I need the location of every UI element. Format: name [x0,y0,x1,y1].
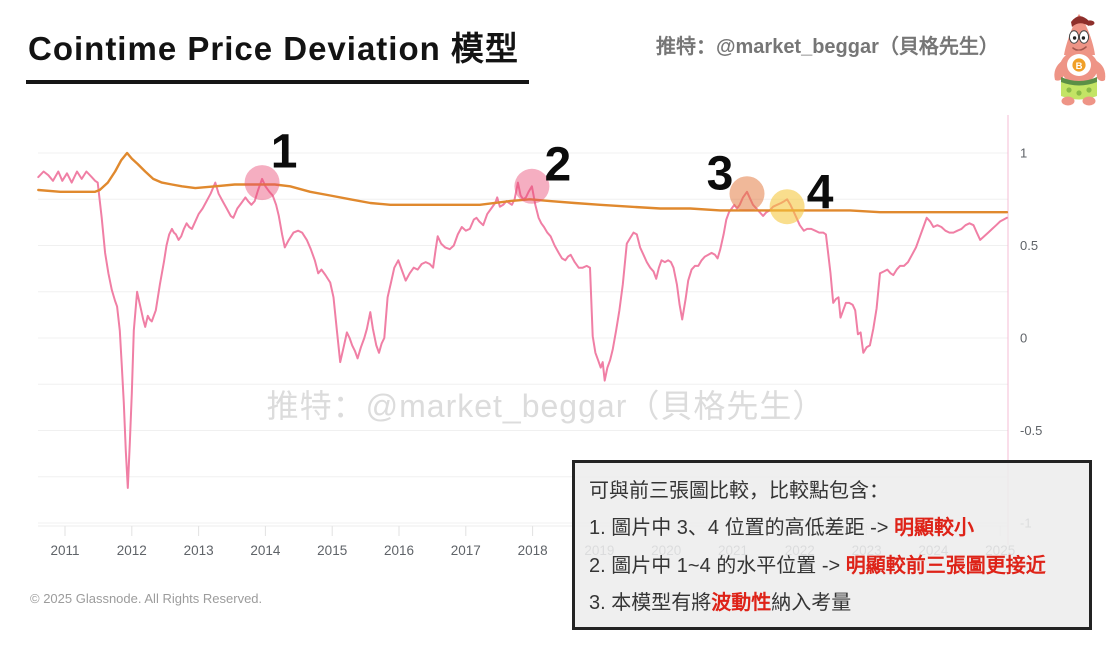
note-item-2-highlight: 明顯較前三張圖更接近 [845,554,1046,577]
note-intro: 可與前三張圖比較，比較點包含： [589,480,889,502]
marker-circle-1 [244,165,280,201]
note-item-1-highlight: 明顯較小 [894,517,975,540]
y-tick-label: -0.5 [1020,423,1042,438]
comparison-note-box: 可與前三張圖比較，比較點包含： 1. 圖片中 3、4 位置的高低差距 -> 明顯… [572,460,1092,630]
marker-circle-4 [769,189,805,225]
marker-circle-2 [514,168,550,204]
note-item-1: 1. 圖片中 3、4 位置的高低差距 -> 明顯較小 [589,511,1075,540]
y-tick-label: 0 [1020,331,1027,346]
marker-circle-3 [729,176,765,212]
marker-number-3: 3 [707,148,734,201]
price-deviation-line [37,170,1008,489]
x-tick-label: 2014 [250,543,281,558]
x-tick-label: 2018 [518,543,548,558]
note-item-3: 3. 本模型有將波動性納入考量 [589,591,852,614]
x-tick-label: 2013 [184,543,214,558]
twitter-credit: 推特：@market_beggar（貝格先生） [656,36,999,58]
x-tick-label: 2011 [50,543,79,558]
patrick-body: B [1054,14,1106,106]
x-tick-label: 2017 [451,543,481,558]
watermark-text: 推特：@market_beggar（貝格先生） [266,388,826,424]
marker-number-4: 4 [807,167,834,220]
note-item-1-text: 1. 圖片中 3、4 位置的高低差距 -> [589,517,895,540]
x-tick-label: 2012 [117,543,147,558]
y-tick-label: 1 [1020,146,1027,161]
marker-number-1: 1 [271,126,298,179]
svg-text:B: B [1076,61,1083,72]
patrick-mascot-image: B [1054,14,1106,106]
y-tick-label: 0.5 [1020,238,1038,253]
note-item-2-text: 2. 圖片中 1~4 的水平位置 -> [589,554,846,577]
note-item-3-highlight: 波動性 [711,591,772,614]
glassnode-copyright: © 2025 Glassnode. All Rights Reserved. [30,591,263,606]
page-title: Cointime Price Deviation 模型 [26,22,529,84]
marker-number-2: 2 [545,138,572,191]
note-item-2: 2. 圖片中 1~4 的水平位置 -> 明顯較前三張圖更接近 [589,549,1075,578]
x-tick-label: 2016 [384,543,414,558]
note-item-3-text: 3. 本模型有將 [589,591,712,614]
bitcoin-logo-icon [1072,58,1086,72]
x-tick-label: 2015 [317,543,347,558]
